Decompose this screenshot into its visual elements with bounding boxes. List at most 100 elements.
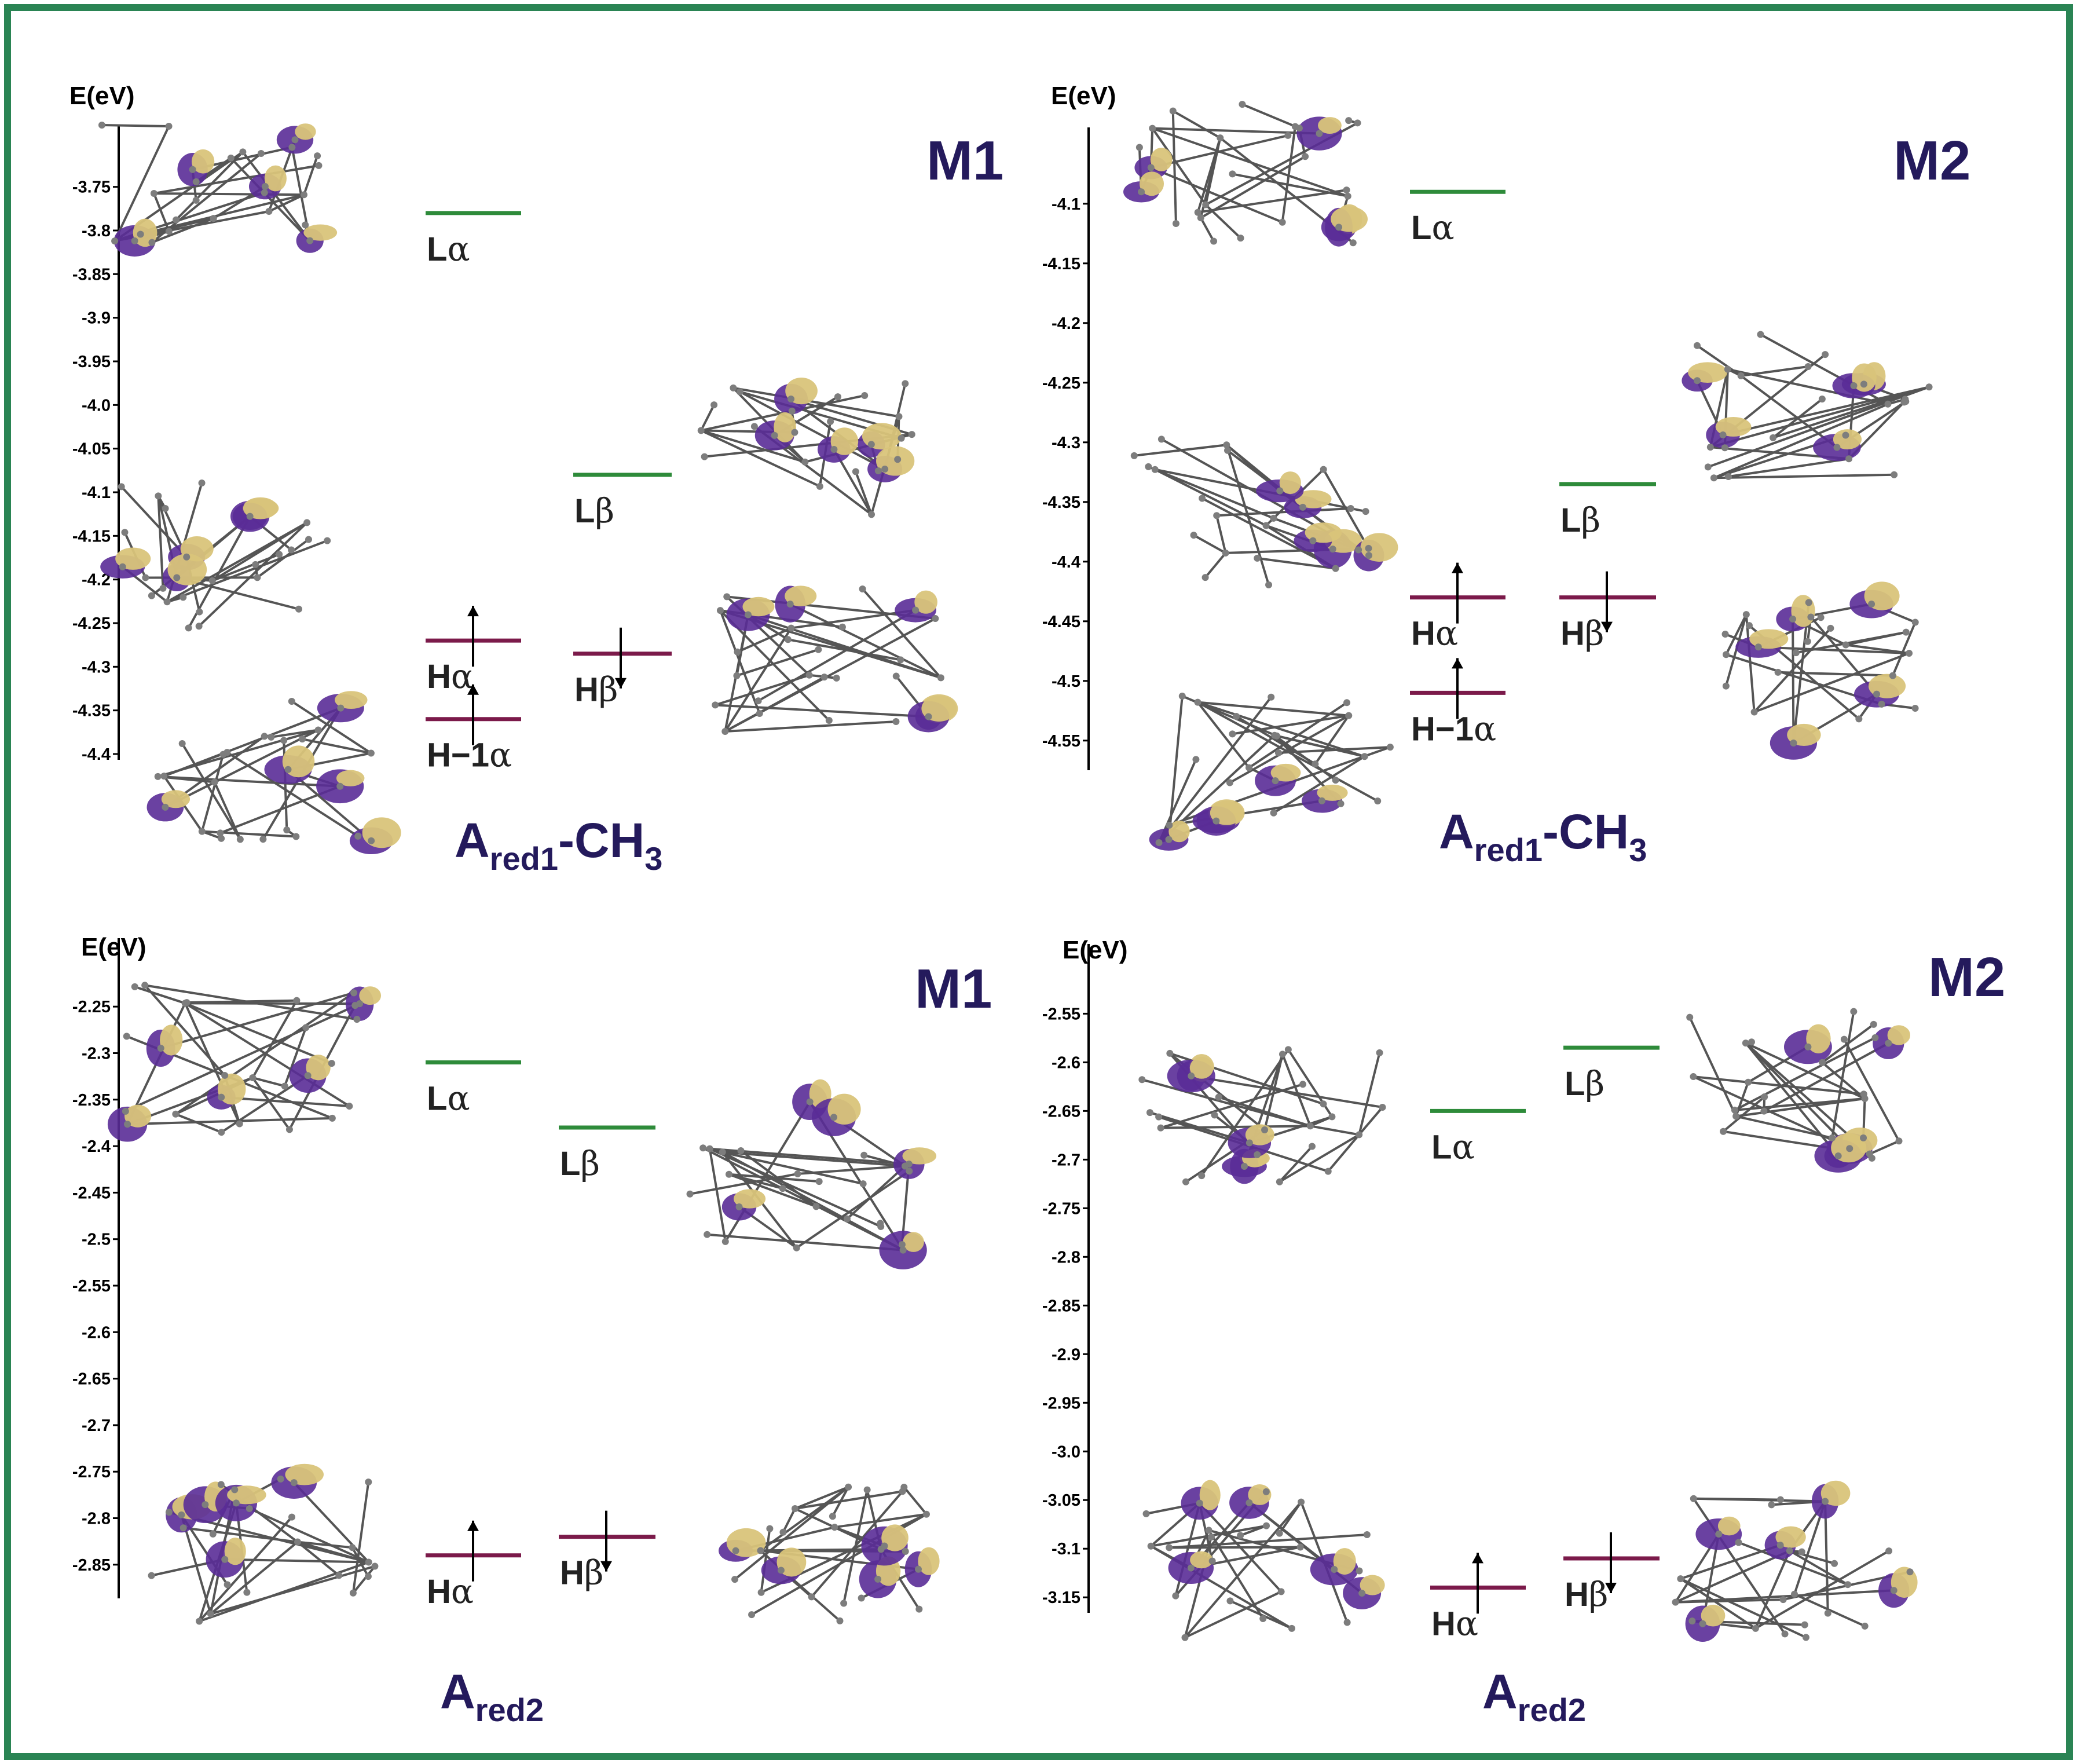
y-tick-label: -4.3: [82, 658, 111, 676]
y-tick-label: -4.15: [1042, 255, 1080, 273]
y-tick-label: -2.55: [1042, 1005, 1080, 1023]
spin-up-arrow: [467, 684, 479, 745]
y-tick-label: -2.7: [82, 1417, 111, 1435]
y-tick-label: -4.25: [72, 614, 111, 633]
molecule-orbital-image: [697, 377, 915, 518]
orbital-label: H−1α: [1411, 709, 1496, 748]
y-tick-label: -3.15: [1042, 1589, 1080, 1607]
y-tick-label: -2.7: [1052, 1151, 1080, 1169]
y-tick-label: -3.05: [1042, 1491, 1080, 1510]
model-label: M1: [926, 130, 1003, 192]
spin-up-arrow: [1472, 1553, 1483, 1614]
y-tick-label: -4.0: [82, 396, 111, 415]
y-tick-label: -2.55: [72, 1277, 111, 1295]
orbital-label: Hβ: [560, 1553, 603, 1593]
y-tick-label: -2.25: [72, 998, 111, 1016]
model-label: M1: [915, 958, 992, 1020]
y-tick-label: -3.0: [1052, 1443, 1080, 1461]
y-tick-label: -4.15: [72, 527, 111, 546]
spin-up-arrow: [467, 606, 479, 667]
y-tick-label: -2.6: [1052, 1053, 1080, 1072]
orbital-label: Hα: [1411, 614, 1458, 653]
molecule-orbital-image: [1142, 1480, 1385, 1641]
model-label: M2: [1928, 946, 2005, 1008]
orbital-label: Lβ: [1561, 500, 1600, 540]
y-tick-label: -4.45: [1042, 613, 1080, 631]
y-tick-label: -2.75: [72, 1463, 111, 1481]
y-tick-label: -2.4: [82, 1137, 111, 1156]
y-axis-label: E(eV): [69, 82, 134, 110]
y-tick-label: -3.95: [72, 353, 111, 371]
y-tick-label: -2.95: [1042, 1394, 1080, 1412]
model-label: M2: [1893, 130, 1970, 192]
orbital-label: Lβ: [574, 491, 614, 530]
y-tick-label: -3.85: [72, 265, 111, 284]
molecule-orbital-image: [98, 121, 338, 257]
molecule-orbital-image: [1682, 331, 1933, 482]
y-tick-label: -3.1: [1052, 1540, 1080, 1558]
y-tick-label: -2.3: [82, 1044, 111, 1063]
orbital-label: Lβ: [560, 1144, 600, 1183]
panel-bottom-right: E(eV) -2.55 -2.6 -2.65 -2.7 -2.75 -2.8 -2.85 -2.…: [1042, 936, 2005, 1728]
y-tick-label: -2.9: [1052, 1345, 1080, 1364]
state-label: Ared1-CH3: [455, 813, 662, 877]
y-tick-label: -2.8: [1052, 1248, 1080, 1267]
molecule-orbital-image: [107, 982, 382, 1142]
y-tick-label: -4.1: [1052, 195, 1080, 214]
y-tick-label: -4.4: [82, 745, 111, 764]
y-axis-label: E(eV): [81, 933, 146, 961]
orbital-label: Hα: [1431, 1604, 1478, 1643]
panel-bottom-left: E(eV) -2.25 -2.3 -2.35 -2.4 -2.45 -2.5 -2.55 -2.…: [72, 933, 992, 1728]
molecule-orbital-image: [1123, 101, 1368, 247]
y-axis-label: E(eV): [1051, 82, 1116, 110]
y-tick-label: -3.8: [82, 222, 111, 240]
y-tick-label: -3.9: [82, 309, 111, 328]
state-label: Ared2: [440, 1664, 544, 1728]
y-tick-label: -4.5: [1052, 672, 1080, 691]
y-tick-label: -2.85: [72, 1556, 111, 1575]
orbital-label: Lα: [1431, 1127, 1475, 1166]
molecule-orbital-image: [1721, 581, 1919, 760]
orbital-label: Hα: [427, 1572, 474, 1611]
molecule-orbital-image: [148, 1463, 379, 1625]
molecule-orbital-image: [100, 480, 331, 632]
spin-up-arrow: [1452, 562, 1463, 624]
molecule-orbital-image: [1130, 435, 1398, 588]
y-tick-label: -4.35: [1042, 493, 1080, 512]
y-axis-label: E(eV): [1063, 936, 1127, 964]
molecule-orbital-image: [1686, 1008, 1910, 1173]
orbital-label: Hβ: [574, 670, 618, 709]
y-tick-label: -4.2: [1052, 314, 1080, 333]
y-tick-label: -2.6: [82, 1323, 111, 1342]
orbital-label: Lα: [427, 1079, 470, 1118]
y-tick-label: -4.55: [1042, 732, 1080, 751]
orbital-label: Hβ: [1561, 614, 1604, 653]
spin-up-arrow: [1452, 658, 1463, 719]
y-tick-label: -4.4: [1052, 553, 1080, 572]
molecule-orbital-image: [686, 1079, 937, 1269]
y-tick-label: -2.35: [72, 1091, 111, 1110]
spin-down-arrow: [615, 627, 627, 689]
state-label: Ared1-CH3: [1439, 804, 1647, 868]
molecule-orbital-image: [1149, 693, 1394, 851]
spin-down-arrow: [600, 1510, 612, 1572]
orbital-label: Hβ: [1565, 1575, 1608, 1614]
y-tick-label: -2.65: [72, 1370, 111, 1389]
y-tick-label: -2.8: [82, 1510, 111, 1528]
y-tick-label: -4.25: [1042, 374, 1080, 393]
panel-top-right: E(eV) -4.1 -4.15 -4.2 -4.25 -4.3 -4.35 -4.4 -4.4…: [1042, 82, 1970, 868]
y-tick-label: -2.85: [1042, 1297, 1080, 1315]
molecule-orbital-image: [1672, 1480, 1918, 1642]
spin-up-arrow: [467, 1520, 479, 1582]
molecule-orbital-image: [1138, 1046, 1386, 1185]
y-tick-label: -2.45: [72, 1184, 111, 1202]
molecule-orbital-image: [719, 1483, 940, 1624]
y-tick-label: -4.35: [72, 702, 111, 720]
spin-down-arrow: [1605, 1532, 1617, 1594]
y-tick-label: -2.65: [1042, 1102, 1080, 1121]
y-tick-label: -2.5: [82, 1231, 111, 1249]
y-tick-label: -3.75: [72, 178, 111, 197]
y-tick-label: -4.1: [82, 484, 111, 502]
y-tick-label: -4.3: [1052, 434, 1080, 452]
